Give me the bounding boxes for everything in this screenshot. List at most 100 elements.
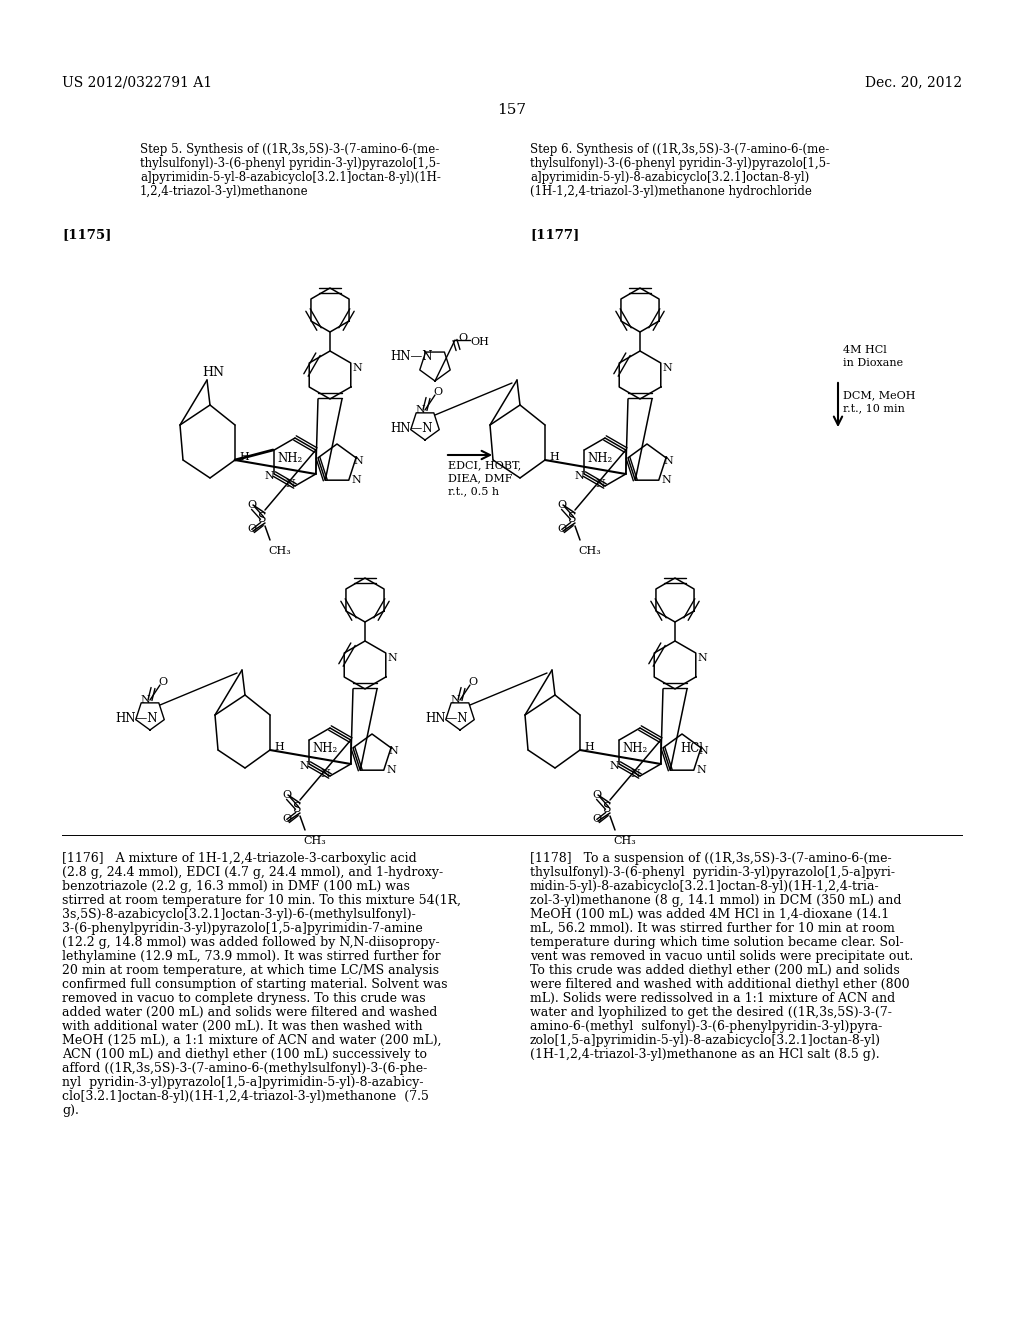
Text: removed in vacuo to complete dryness. To this crude was: removed in vacuo to complete dryness. To… bbox=[62, 993, 426, 1005]
Text: DIEA, DMF: DIEA, DMF bbox=[449, 473, 512, 483]
Text: added water (200 mL) and solids were filtered and washed: added water (200 mL) and solids were fil… bbox=[62, 1006, 437, 1019]
Text: N: N bbox=[353, 455, 362, 466]
Text: O: O bbox=[282, 814, 291, 824]
Text: N: N bbox=[415, 405, 425, 414]
Text: confirmed full consumption of starting material. Solvent was: confirmed full consumption of starting m… bbox=[62, 978, 447, 991]
Text: ACN (100 mL) and diethyl ether (100 mL) successively to: ACN (100 mL) and diethyl ether (100 mL) … bbox=[62, 1048, 427, 1061]
Text: 157: 157 bbox=[498, 103, 526, 117]
Text: O: O bbox=[557, 524, 566, 535]
Text: HN—N: HN—N bbox=[390, 350, 432, 363]
Text: NH₂: NH₂ bbox=[623, 742, 647, 755]
Text: O: O bbox=[458, 333, 467, 343]
Text: O: O bbox=[158, 677, 167, 686]
Text: N: N bbox=[285, 479, 295, 488]
Text: [1175]: [1175] bbox=[62, 228, 112, 242]
Text: N: N bbox=[662, 363, 672, 374]
Text: US 2012/0322791 A1: US 2012/0322791 A1 bbox=[62, 75, 212, 88]
Text: thylsulfonyl)-3-(6-phenyl  pyridin-3-yl)pyrazolo[1,5-a]pyri-: thylsulfonyl)-3-(6-phenyl pyridin-3-yl)p… bbox=[530, 866, 895, 879]
Text: N: N bbox=[451, 696, 460, 705]
Text: H: H bbox=[584, 742, 594, 752]
Text: HN—N: HN—N bbox=[115, 711, 158, 725]
Text: lethylamine (12.9 mL, 73.9 mmol). It was stirred further for: lethylamine (12.9 mL, 73.9 mmol). It was… bbox=[62, 950, 440, 964]
Text: (2.8 g, 24.4 mmol), EDCI (4.7 g, 24.4 mmol), and 1-hydroxy-: (2.8 g, 24.4 mmol), EDCI (4.7 g, 24.4 mm… bbox=[62, 866, 443, 879]
Text: To this crude was added diethyl ether (200 mL) and solids: To this crude was added diethyl ether (2… bbox=[530, 964, 900, 977]
Text: a]pyrimidin-5-yl-8-azabicyclo[3.2.1]octan-8-yl)(1H-: a]pyrimidin-5-yl-8-azabicyclo[3.2.1]octa… bbox=[140, 172, 441, 183]
Text: H: H bbox=[549, 451, 559, 462]
Text: HCl: HCl bbox=[680, 742, 703, 755]
Text: benzotriazole (2.2 g, 16.3 mmol) in DMF (100 mL) was: benzotriazole (2.2 g, 16.3 mmol) in DMF … bbox=[62, 880, 410, 894]
Text: O: O bbox=[592, 814, 601, 824]
Text: S: S bbox=[603, 801, 611, 814]
Text: O: O bbox=[433, 387, 442, 397]
Text: [1177]: [1177] bbox=[530, 228, 580, 242]
Text: mL). Solids were redissolved in a 1:1 mixture of ACN and: mL). Solids were redissolved in a 1:1 mi… bbox=[530, 993, 895, 1005]
Text: mL, 56.2 mmol). It was stirred further for 10 min at room: mL, 56.2 mmol). It was stirred further f… bbox=[530, 921, 895, 935]
Text: N: N bbox=[696, 766, 707, 775]
Text: clo[3.2.1]octan-8-yl)(1H-1,2,4-triazol-3-yl)methanone  (7.5: clo[3.2.1]octan-8-yl)(1H-1,2,4-triazol-3… bbox=[62, 1090, 429, 1104]
Text: a]pyrimidin-5-yl)-8-azabicyclo[3.2.1]octan-8-yl): a]pyrimidin-5-yl)-8-azabicyclo[3.2.1]oct… bbox=[530, 172, 809, 183]
Text: 20 min at room temperature, at which time LC/MS analysis: 20 min at room temperature, at which tim… bbox=[62, 964, 439, 977]
Text: O: O bbox=[468, 677, 477, 686]
Text: N: N bbox=[630, 770, 640, 779]
Text: N: N bbox=[352, 363, 361, 374]
Text: amino-6-(methyl  sulfonyl)-3-(6-phenylpyridin-3-yl)pyra-: amino-6-(methyl sulfonyl)-3-(6-phenylpyr… bbox=[530, 1020, 883, 1034]
Text: N: N bbox=[662, 475, 672, 486]
Text: MeOH (100 mL) was added 4M HCl in 1,4-dioxane (14.1: MeOH (100 mL) was added 4M HCl in 1,4-di… bbox=[530, 908, 889, 921]
Text: were filtered and washed with additional diethyl ether (800: were filtered and washed with additional… bbox=[530, 978, 909, 991]
Text: S: S bbox=[258, 511, 266, 524]
Text: afford ((1R,3s,5S)-3-(7-amino-6-(methylsulfonyl)-3-(6-phe-: afford ((1R,3s,5S)-3-(7-amino-6-(methyls… bbox=[62, 1063, 427, 1074]
Text: CH₃: CH₃ bbox=[613, 836, 636, 846]
Text: [1176]   A mixture of 1H-1,2,4-triazole-3-carboxylic acid: [1176] A mixture of 1H-1,2,4-triazole-3-… bbox=[62, 851, 417, 865]
Text: N: N bbox=[664, 455, 673, 466]
Text: HN—N: HN—N bbox=[390, 422, 432, 436]
Text: O: O bbox=[592, 789, 601, 800]
Text: OH: OH bbox=[470, 337, 488, 347]
Text: N: N bbox=[574, 471, 584, 480]
Text: N: N bbox=[321, 770, 330, 779]
Text: NH₂: NH₂ bbox=[278, 451, 303, 465]
Text: H: H bbox=[274, 742, 284, 752]
Text: N: N bbox=[140, 696, 150, 705]
Text: N: N bbox=[609, 762, 620, 771]
Text: S: S bbox=[567, 511, 577, 524]
Text: Step 6. Synthesis of ((1R,3s,5S)-3-(7-amino-6-(me-: Step 6. Synthesis of ((1R,3s,5S)-3-(7-am… bbox=[530, 143, 829, 156]
Text: CH₃: CH₃ bbox=[268, 546, 291, 556]
Text: HN: HN bbox=[202, 366, 224, 379]
Text: thylsulfonyl)-3-(6-phenyl pyridin-3-yl)pyrazolo[1,5-: thylsulfonyl)-3-(6-phenyl pyridin-3-yl)p… bbox=[530, 157, 830, 170]
Text: (12.2 g, 14.8 mmol) was added followed by N,N-diisopropy-: (12.2 g, 14.8 mmol) was added followed b… bbox=[62, 936, 439, 949]
Text: MeOH (125 mL), a 1:1 mixture of ACN and water (200 mL),: MeOH (125 mL), a 1:1 mixture of ACN and … bbox=[62, 1034, 441, 1047]
Text: NH₂: NH₂ bbox=[588, 451, 612, 465]
Text: nyl  pyridin-3-yl)pyrazolo[1,5-a]pyrimidin-5-yl)-8-azabicy-: nyl pyridin-3-yl)pyrazolo[1,5-a]pyrimidi… bbox=[62, 1076, 424, 1089]
Text: (1H-1,2,4-triazol-3-yl)methanone as an HCl salt (8.5 g).: (1H-1,2,4-triazol-3-yl)methanone as an H… bbox=[530, 1048, 880, 1061]
Text: H: H bbox=[239, 451, 249, 462]
Text: midin-5-yl)-8-azabicyclo[3.2.1]octan-8-yl)(1H-1,2,4-tria-: midin-5-yl)-8-azabicyclo[3.2.1]octan-8-y… bbox=[530, 880, 880, 894]
Text: vent was removed in vacuo until solids were precipitate out.: vent was removed in vacuo until solids w… bbox=[530, 950, 913, 964]
Text: thylsulfonyl)-3-(6-phenyl pyridin-3-yl)pyrazolo[1,5-: thylsulfonyl)-3-(6-phenyl pyridin-3-yl)p… bbox=[140, 157, 440, 170]
Text: DCM, MeOH: DCM, MeOH bbox=[843, 389, 915, 400]
Text: g).: g). bbox=[62, 1104, 79, 1117]
Text: (1H-1,2,4-triazol-3-yl)methanone hydrochloride: (1H-1,2,4-triazol-3-yl)methanone hydroch… bbox=[530, 185, 812, 198]
Text: 3-(6-phenylpyridin-3-yl)pyrazolo[1,5-a]pyrimidin-7-amine: 3-(6-phenylpyridin-3-yl)pyrazolo[1,5-a]p… bbox=[62, 921, 423, 935]
Text: 4M HCl: 4M HCl bbox=[843, 345, 887, 355]
Text: N: N bbox=[595, 479, 605, 488]
Text: water and lyophilized to get the desired ((1R,3s,5S)-3-(7-: water and lyophilized to get the desired… bbox=[530, 1006, 892, 1019]
Text: 1,2,4-triazol-3-yl)methanone: 1,2,4-triazol-3-yl)methanone bbox=[140, 185, 308, 198]
Text: r.t., 10 min: r.t., 10 min bbox=[843, 403, 905, 413]
Text: CH₃: CH₃ bbox=[578, 546, 601, 556]
Text: with additional water (200 mL). It was then washed with: with additional water (200 mL). It was t… bbox=[62, 1020, 423, 1034]
Text: r.t., 0.5 h: r.t., 0.5 h bbox=[449, 486, 499, 496]
Text: in Dioxane: in Dioxane bbox=[843, 358, 903, 368]
Text: [1178]   To a suspension of ((1R,3s,5S)-3-(7-amino-6-(me-: [1178] To a suspension of ((1R,3s,5S)-3-… bbox=[530, 851, 892, 865]
Text: HN—N: HN—N bbox=[425, 711, 468, 725]
Text: CH₃: CH₃ bbox=[303, 836, 326, 846]
Text: S: S bbox=[293, 801, 301, 814]
Text: N: N bbox=[299, 762, 309, 771]
Text: NH₂: NH₂ bbox=[312, 742, 338, 755]
Text: N: N bbox=[264, 471, 274, 480]
Text: O: O bbox=[557, 500, 566, 510]
Text: N: N bbox=[352, 475, 361, 486]
Text: N: N bbox=[698, 746, 708, 756]
Text: temperature during which time solution became clear. Sol-: temperature during which time solution b… bbox=[530, 936, 903, 949]
Text: zol-3-yl)methanone (8 g, 14.1 mmol) in DCM (350 mL) and: zol-3-yl)methanone (8 g, 14.1 mmol) in D… bbox=[530, 894, 901, 907]
Text: EDCI, HOBT,: EDCI, HOBT, bbox=[449, 459, 521, 470]
